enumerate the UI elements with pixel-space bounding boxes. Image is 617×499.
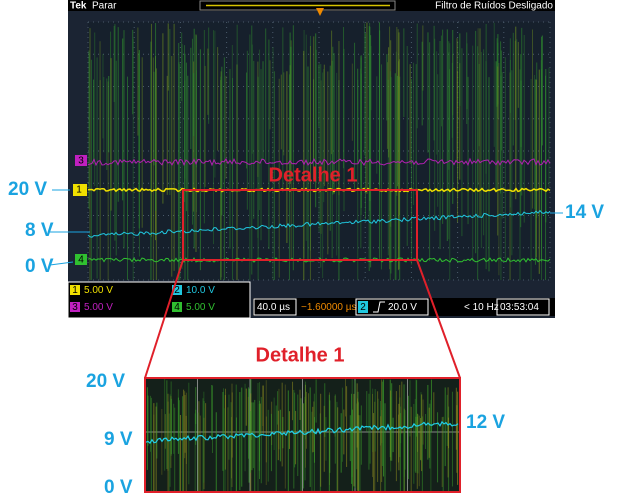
ch4-scale: 5.00 V [186,302,215,313]
frequency: < 10 Hz [464,302,499,313]
detail-right-label: 12 V [466,412,505,433]
left-label: 20 V [8,179,47,200]
brand: Tek [70,1,87,12]
screenshot: Tek Parar Filtro de Ruídos Desligado 3 1… [0,0,617,499]
detail-label: Detalhe 1 [269,164,358,186]
timebase-scale: 40.0 µs [257,302,290,313]
page: {"header": {"brand": "Tek", "status": "P… [0,0,617,499]
status: Parar [92,1,117,12]
clock: 03:53:04 [500,302,539,313]
timebase-position: −1.60000 µs [301,302,357,313]
detail-left-label: 20 V [86,371,125,392]
ch3-number: 3 [72,302,78,313]
trigger-channel: 2 [360,302,366,313]
ch1-number: 1 [72,285,78,296]
left-label: 8 V [25,220,54,241]
ch1-marker-label: 1 [76,185,82,196]
detail-left-label: 0 V [104,477,133,498]
left-label: 0 V [25,256,54,277]
ch3-marker-label: 3 [78,156,84,167]
detail-title: Detalhe 1 [256,344,345,366]
trigger-level: 20.0 V [388,302,417,313]
ch1-scale: 5.00 V [84,285,113,296]
ch4-number: 4 [174,302,180,313]
filter-status: Filtro de Ruídos Desligado [435,1,553,12]
right-label: 14 V [565,202,604,223]
detail-left-label: 9 V [104,429,133,450]
ch4-marker-label: 4 [78,255,84,266]
ch3-scale: 5.00 V [84,302,113,313]
ch2-scale: 10.0 V [186,285,215,296]
